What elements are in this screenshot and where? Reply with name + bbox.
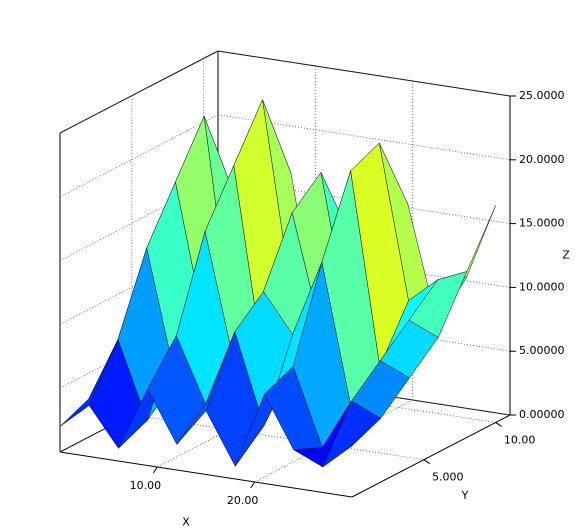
y-tick xyxy=(495,422,502,427)
box-edge xyxy=(59,451,353,498)
z-axis-label: Z xyxy=(562,249,570,262)
grid-line xyxy=(131,414,424,461)
box-edge xyxy=(59,50,219,134)
y-axis-label: Y xyxy=(461,489,469,502)
y-tick-label: 10.00 xyxy=(504,433,536,446)
y-tick-label: 5.000 xyxy=(432,471,464,484)
z-tick-label: 0.00000 xyxy=(519,408,565,421)
z-tick-label: 5.00000 xyxy=(519,344,565,357)
box-edge xyxy=(351,414,511,498)
x-tick xyxy=(250,481,256,489)
z-tick-label: 15.0000 xyxy=(519,217,565,230)
grid-line xyxy=(217,50,511,97)
z-tick-label: 25.0000 xyxy=(519,89,565,102)
x-axis-label: X xyxy=(182,516,190,529)
x-tick-label: 10.00 xyxy=(130,479,162,492)
z-tick-label: 10.0000 xyxy=(519,280,565,293)
x-tick xyxy=(152,466,158,474)
y-tick xyxy=(423,459,431,465)
surface-cell xyxy=(437,205,496,280)
grid-line xyxy=(217,114,511,161)
z-tick-label: 20.0000 xyxy=(519,153,565,166)
x-tick-label: 20.00 xyxy=(227,494,259,507)
surface-cell xyxy=(322,400,381,468)
